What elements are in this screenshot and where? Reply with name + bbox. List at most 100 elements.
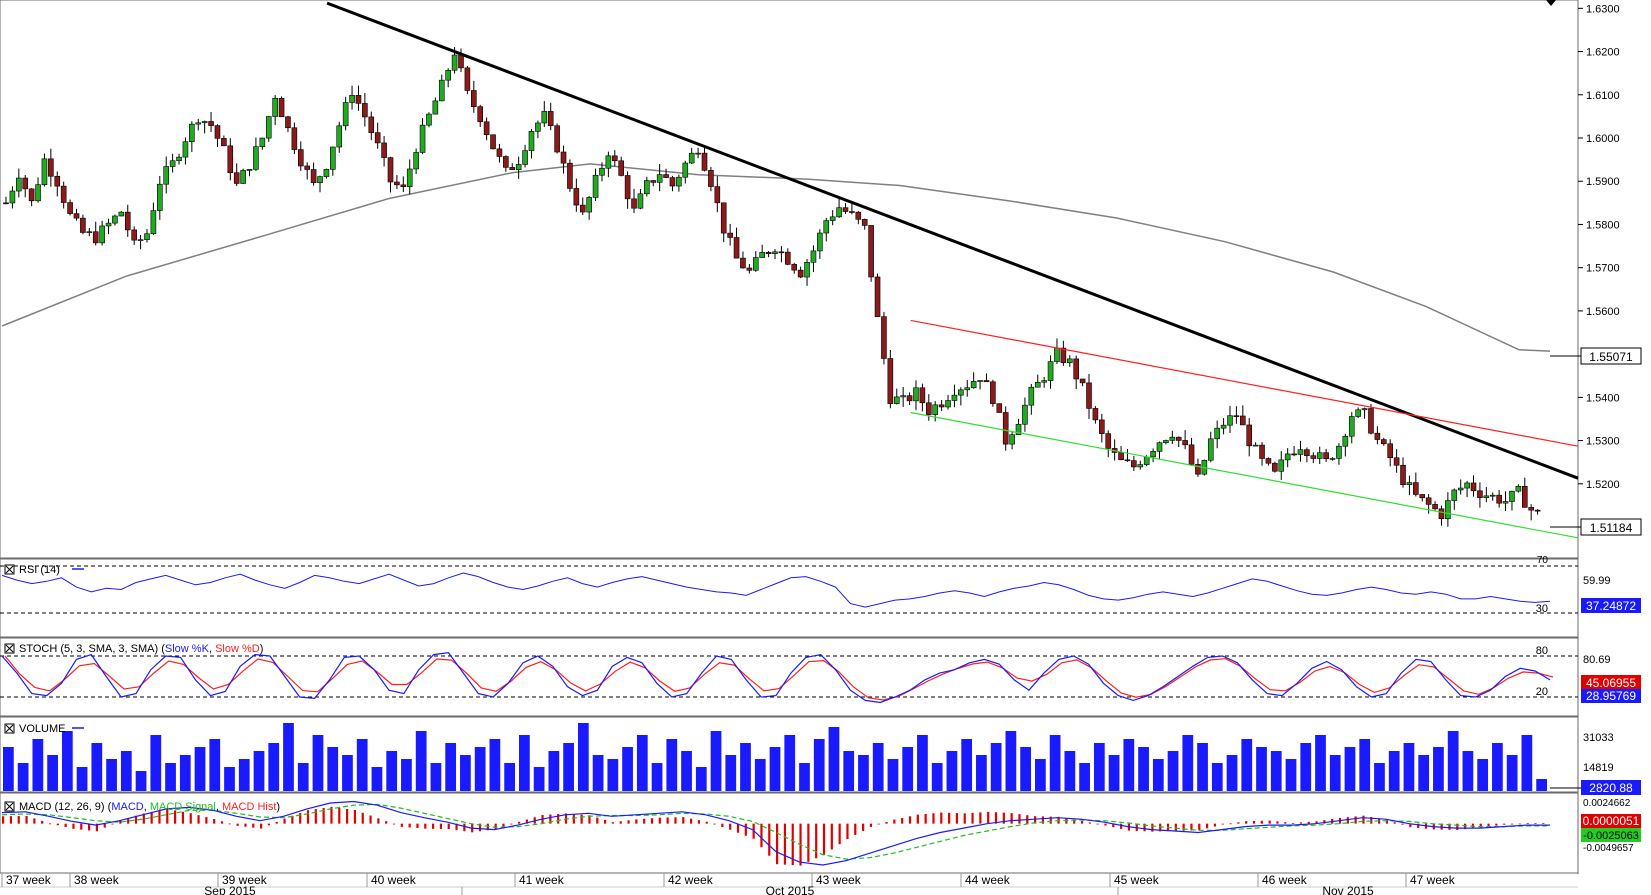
volume-bar [607,759,619,791]
macd-hist-bar [854,823,857,835]
candle-body [599,167,605,176]
candle-body [778,251,785,254]
candle-body [381,142,387,158]
volume-panel-frame [0,716,1579,793]
candle-body [746,267,753,271]
candle-body [823,220,830,234]
macd-hist-bar [987,811,990,824]
macd-hist-bar [1252,820,1256,824]
candle-body [586,197,592,213]
macd-hist-bar [619,821,622,824]
macd-hist-bar [807,823,810,862]
macd-hist-bar [971,812,974,824]
candle-body [611,155,618,162]
macd-hist-bar [220,821,224,824]
candle-body [317,176,323,184]
volume-bar [1182,735,1194,791]
red-channel-top-line [910,319,1579,447]
macd-hist-bar [494,823,497,830]
macd-hist-value: 0.0000051 [1583,814,1640,828]
macd-hist-bar [1464,823,1467,830]
candle-body [983,380,990,383]
volume-bar [1285,759,1297,791]
candle-body [605,155,612,169]
candle-body [515,164,522,170]
candle-body [451,54,458,71]
candle-body [938,404,945,408]
candle-body [676,176,682,187]
macd-hist-bar [1284,822,1287,824]
macd-hist-bar [158,810,161,824]
volume-bar [533,767,545,791]
volume-bar [17,763,29,791]
macd-hist-bar [205,817,208,824]
candle-body [240,170,246,184]
week-label: 46 week [1262,873,1308,887]
candle-body [1470,482,1477,492]
candle-body [48,158,54,177]
volume-bar [283,723,294,791]
candle-body [297,149,304,167]
macd-hist-bar [682,817,685,824]
macd-hist-bar [236,823,239,826]
volume-bar [474,747,486,791]
candle-body [797,269,804,278]
candle-body [490,134,496,150]
macd-hist-bar [1268,820,1271,824]
rsi-line [1,572,1551,608]
macd-hist-bar [1245,821,1248,824]
candle-body [374,132,381,144]
candle-body [547,111,554,127]
macd-hist-bar [580,814,583,824]
candle-body [259,137,266,147]
candle-body [1182,440,1188,446]
candle-body [1163,440,1169,443]
volume-bar [725,755,737,791]
candle-body [977,380,983,382]
candle-body [214,125,221,139]
candle-body [445,69,451,81]
macd-hist-bar [1260,820,1263,824]
volume-bar [1300,743,1312,791]
candle-body [1060,347,1067,363]
macd-hist-bar [127,817,130,824]
candle-body [759,252,765,258]
volume-bar [165,763,176,791]
macd-hist-bar [1307,821,1310,824]
scroll-marker-icon[interactable] [1546,0,1556,6]
volume-bar [120,751,132,791]
macd-hist-bar [228,823,231,825]
volume-bar [460,755,471,791]
candle-body [163,166,170,185]
macd-hist-bar [690,818,693,824]
candle-body [387,157,394,183]
macd-hist-bar [1002,812,1005,824]
macd-hist-bar [1206,823,1209,829]
candle-body [1457,487,1464,491]
candle-body [144,233,150,240]
volume-bar [887,759,899,791]
macd-hist-bar [760,823,763,848]
candle-body [1425,497,1432,505]
candle-body [1419,494,1426,499]
macd-hist-bar [1112,823,1115,828]
macd-hist-bar [783,823,787,865]
candle-body [804,262,810,278]
macd-hist-bar [119,820,122,824]
volume-bar [519,735,530,791]
volume-bar [415,731,427,791]
volume-bar [1138,747,1149,791]
candle-body [893,396,900,404]
candle-body [996,403,1003,413]
rsi-title: RSI (14) [19,564,60,576]
volume-bar [651,763,663,791]
macd-hist-bar [1104,823,1107,826]
candle-body [958,389,964,396]
candle-body [1438,508,1445,520]
week-label: 40 week [371,873,417,887]
candle-body [881,316,887,359]
month-labels: Sep 2015 Oct 2015 Nov 2015 [204,884,1374,895]
candle-body [426,113,432,126]
volume-bar [577,723,589,791]
macd-hist-bar [791,823,794,866]
